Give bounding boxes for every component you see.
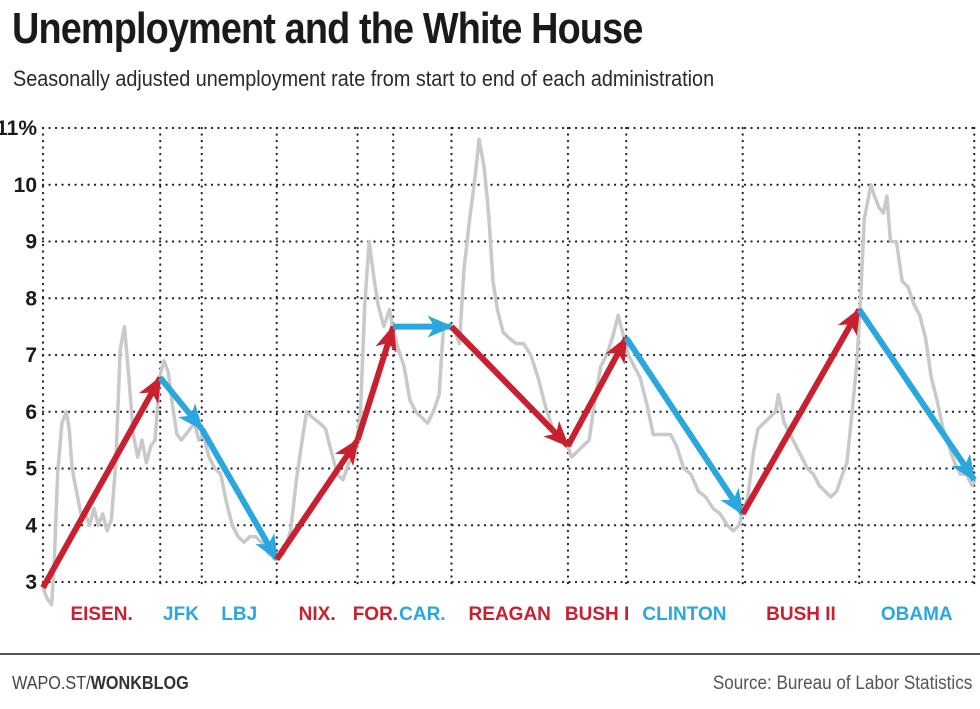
y-tick-label: 9 (25, 231, 37, 254)
arrow-reagan (449, 324, 571, 448)
administration-label: CAR. (399, 604, 445, 625)
administration-label: FOR. (353, 604, 398, 625)
grid-lines (41, 126, 977, 590)
administration-label: BUSH II (766, 604, 836, 625)
unemployment-chart: 11% 10 9 8 7 6 5 4 3 EISEN. JFK LBJ NIX. FOR. CAR. REA… (0, 117, 977, 625)
source-note: Source: Bureau of Labor Statistics (712, 673, 972, 694)
arrow-bush-i (565, 336, 629, 448)
footer-divider (0, 653, 980, 655)
rate-series (41, 137, 977, 607)
arrow-bush-ii (740, 307, 862, 516)
y-tick-label: 4 (25, 514, 37, 537)
arrow-for- (354, 324, 397, 442)
y-tick-label: 10 (14, 174, 37, 197)
arrow-lbj (199, 427, 280, 562)
arrow-jfk (157, 375, 205, 431)
administration-label: CLINTON (642, 604, 726, 625)
y-tick-label: 7 (25, 344, 37, 367)
footer-credit: WAPO.ST/WONKBLOG (12, 673, 189, 694)
administration-label: NIX. (299, 604, 336, 625)
administration-labels: EISEN. JFK LBJ NIX. FOR. CAR. REAGAN BUSH I CLIN… (70, 604, 952, 625)
y-tick-label: 8 (25, 287, 37, 310)
administration-label: LBJ (221, 604, 257, 625)
administration-arrows (40, 307, 977, 590)
y-tick-label: 5 (25, 458, 37, 481)
chart-title: Unemployment and the White House (12, 4, 643, 53)
chart-subtitle: Seasonally adjusted unemployment rate fr… (13, 66, 715, 91)
arrow-nix- (274, 438, 361, 561)
credit-brand: WONKBLOG (90, 673, 189, 693)
administration-label: REAGAN (469, 604, 551, 625)
credit-prefix: WAPO.ST/ (12, 673, 91, 693)
administration-label: OBAMA (881, 604, 953, 625)
arrow-clinton (623, 336, 746, 516)
unemployment-rate-line (41, 137, 977, 607)
arrow-eisen- (40, 375, 163, 590)
y-tick-label: 11% (0, 117, 37, 140)
arrow-obama (856, 307, 977, 482)
administration-label: JFK (163, 604, 199, 625)
y-tick-label: 6 (25, 401, 37, 424)
administration-label: BUSH I (565, 604, 629, 625)
y-tick-label: 3 (25, 571, 37, 594)
administration-label: EISEN. (70, 604, 132, 625)
y-axis-ticks: 11% 10 9 8 7 6 5 4 3 (0, 117, 37, 594)
